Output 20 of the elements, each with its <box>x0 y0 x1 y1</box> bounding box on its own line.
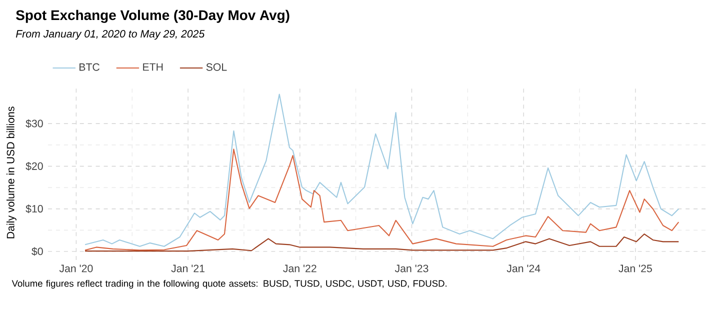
y-tick-label: $30 <box>26 119 43 128</box>
line-series <box>84 94 680 247</box>
legend-label: SOL <box>206 63 227 71</box>
line-series <box>84 148 680 251</box>
x-tick-label: Jan '25 <box>618 264 652 272</box>
x-tick-label: Jan '20 <box>59 264 93 272</box>
y-tick-label: $20 <box>26 162 43 171</box>
legend-label: ETH <box>143 63 163 71</box>
line-series <box>84 233 680 252</box>
y-tick-label: $0 <box>32 247 43 256</box>
x-tick-label: Jan '22 <box>283 264 316 272</box>
x-tick-label: Jan '21 <box>171 264 204 272</box>
y-tick-label: $10 <box>26 204 43 214</box>
legend-label: BTC <box>80 63 100 71</box>
y-axis-title: Daily volume in USD billions <box>6 106 16 238</box>
text: Volume figures reflect trading in the following quote assets: BUSD, TUSD, USDC, USDT, USD, FDUSD. <box>12 280 446 289</box>
x-tick-label: Jan '24 <box>506 264 540 272</box>
chart-title: Spot Exchange Volume (30-Day Mov Avg) <box>16 10 290 23</box>
chart-subtitle: From January 01, 2020 to May 29, 2025 <box>16 30 205 40</box>
x-tick-label: Jan '23 <box>394 264 428 272</box>
